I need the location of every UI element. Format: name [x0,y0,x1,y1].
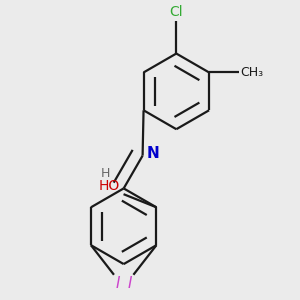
Text: H: H [101,167,110,180]
Text: Cl: Cl [169,5,183,19]
Text: I: I [127,276,132,291]
Text: N: N [146,146,159,160]
Text: CH₃: CH₃ [240,66,263,79]
Text: I: I [116,276,120,291]
Text: HO: HO [99,178,120,193]
